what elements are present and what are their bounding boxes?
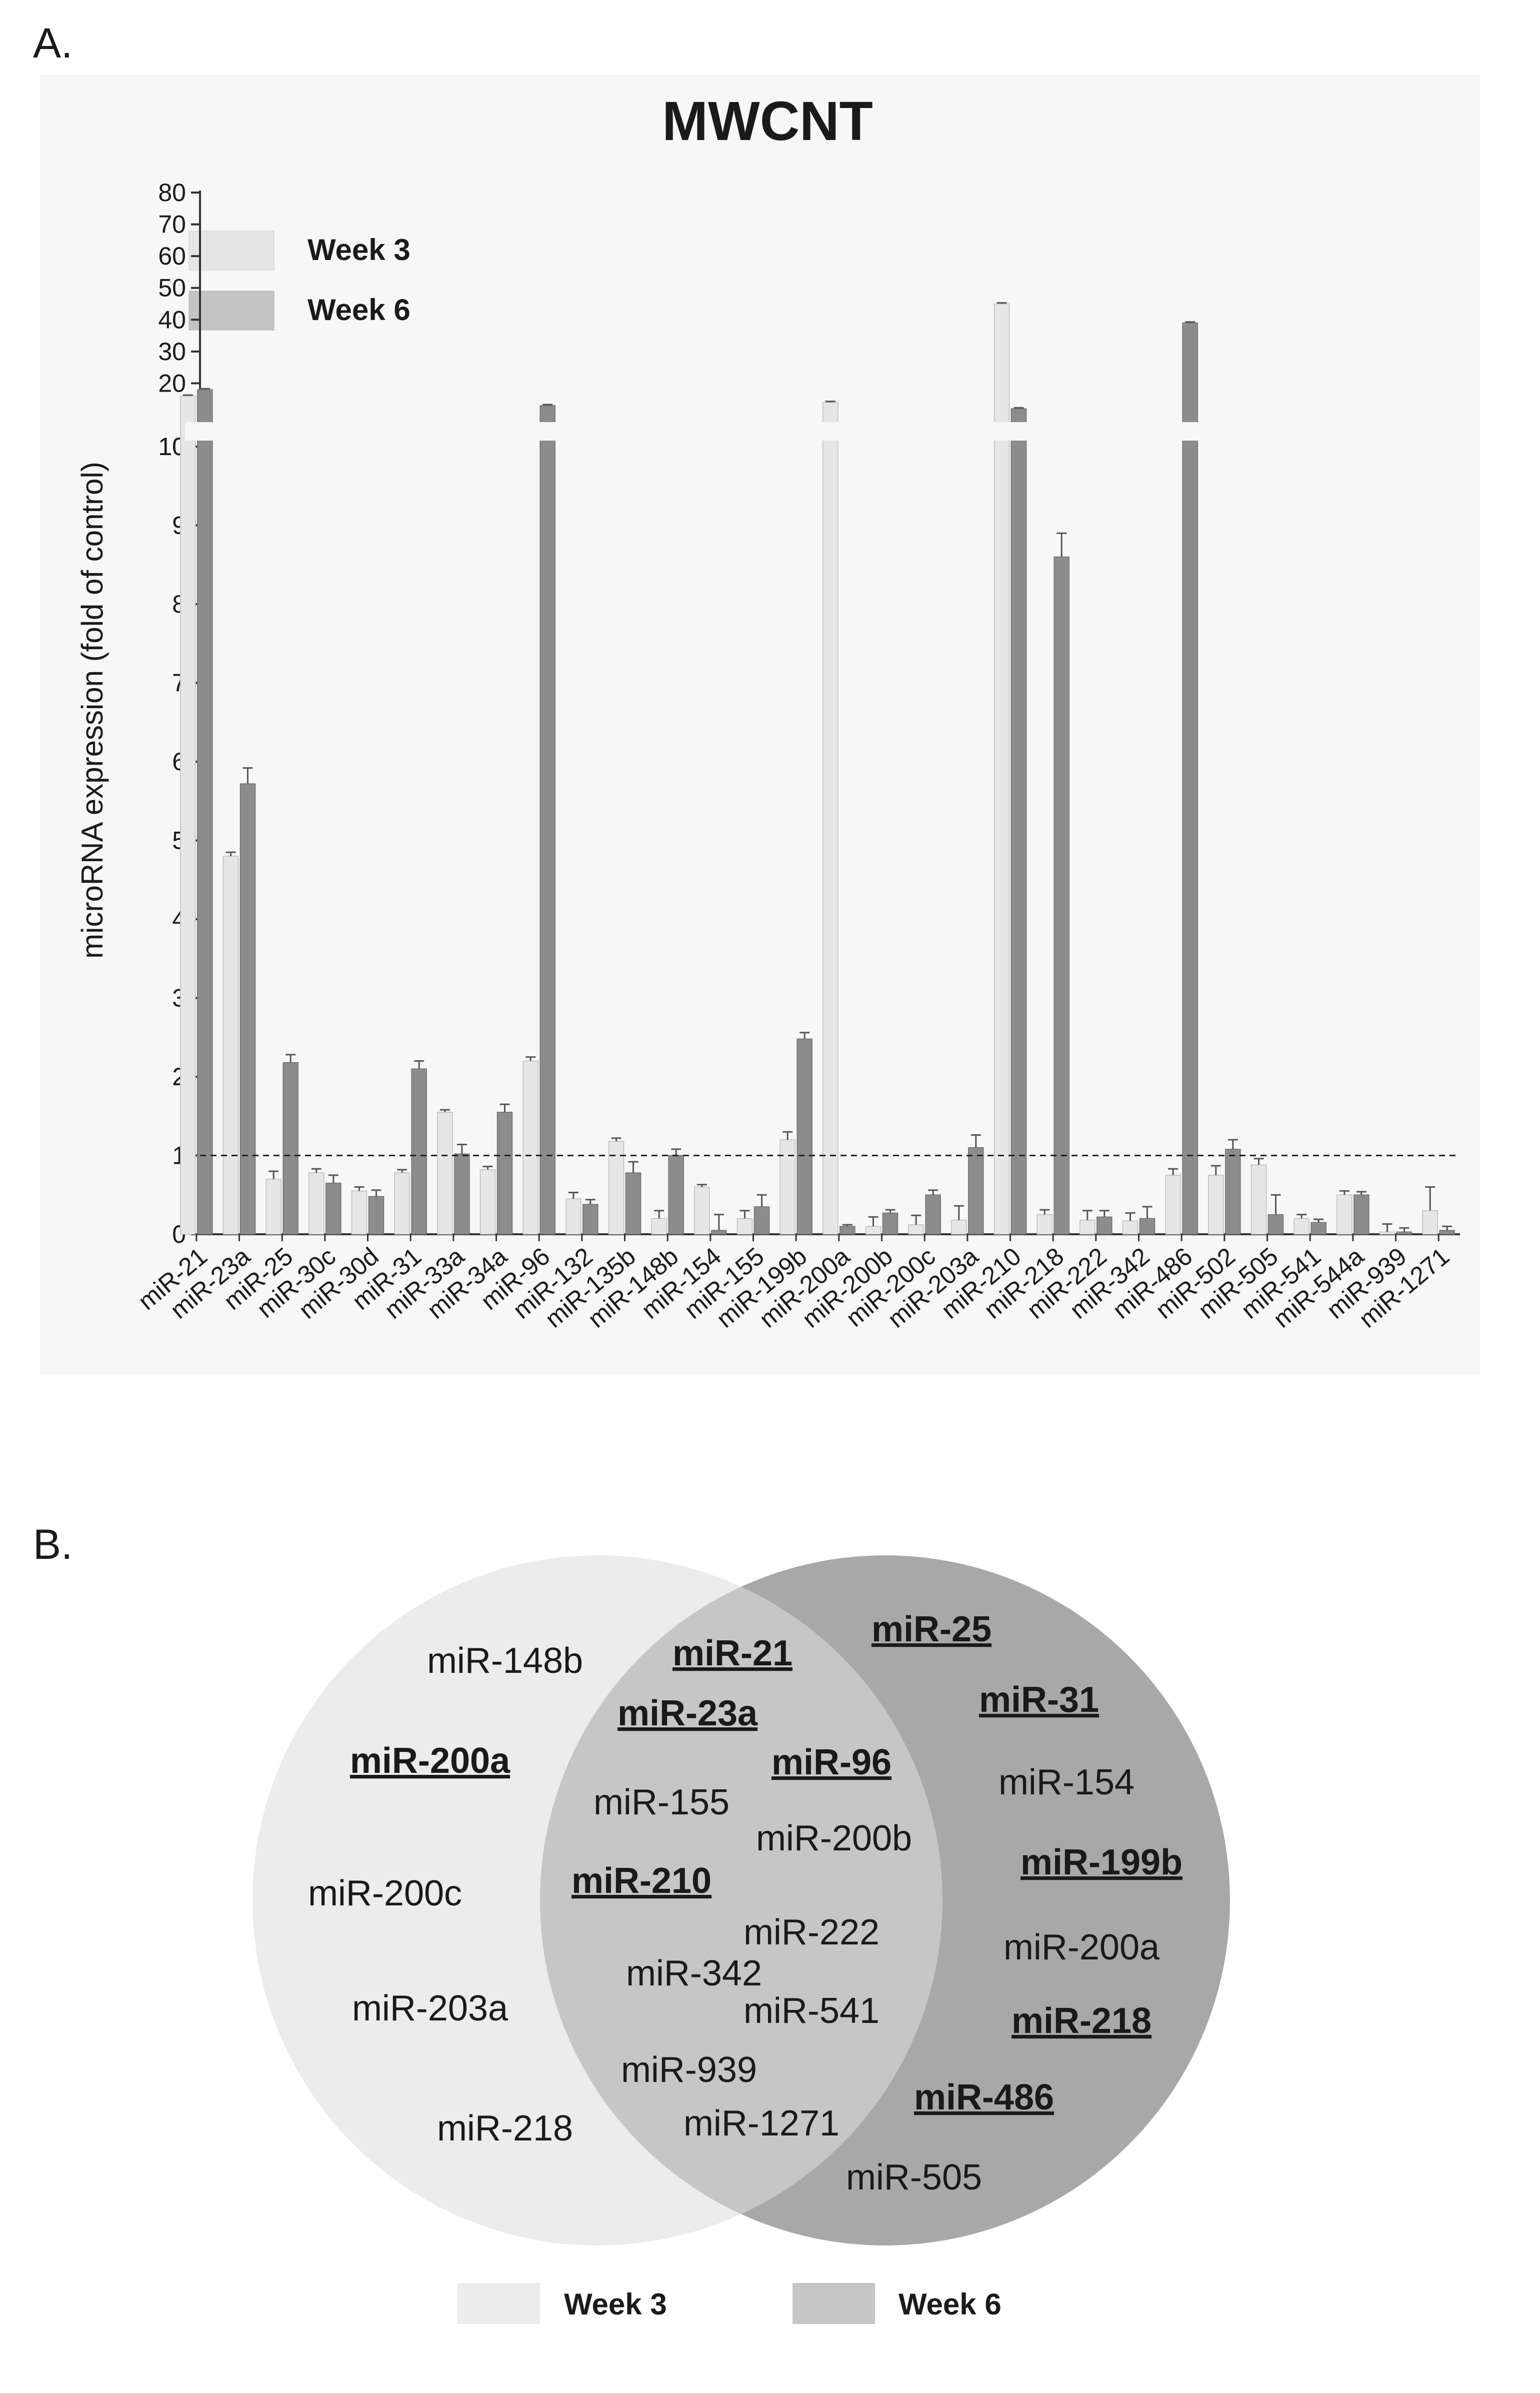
y-tick-label: 30 [158,338,186,366]
bar-week6 [625,1172,642,1235]
venn-label-overlap: miR-23a [618,1693,758,1733]
bar-week6 [582,1204,598,1235]
bar-week3 [1122,1220,1138,1235]
legend-label-week6: Week 6 [308,293,410,327]
y-tick-label: 50 [158,274,186,302]
venn-label-week6-only: miR-31 [979,1680,1099,1720]
venn-legend: Week 3 Week 6 [458,2283,1002,2324]
bar-week6 [882,1212,898,1235]
bar-chart: MWCNT microRNA expression (fold of contr… [76,91,1460,1333]
bar-week3 [308,1172,324,1235]
bar-week6 [454,1153,470,1235]
venn-overlap-region [540,1555,942,2245]
bar-week6 [282,1062,298,1235]
bar-week6 [326,1182,342,1235]
bar-week3 [180,396,196,1235]
bar-week6 [496,1112,513,1235]
venn-label-overlap: miR-939 [621,2050,757,2090]
venn-label-week6-only: miR-505 [846,2157,982,2197]
bar-week3 [351,1190,368,1235]
venn-label-week6-only: miR-25 [872,1609,992,1649]
venn-label-week3-only: miR-218 [437,2108,573,2148]
venn-label-overlap: miR-342 [626,1953,762,1993]
bar-week6 [411,1068,427,1235]
legend: Week 3 Week 6 [188,231,410,331]
bar-week3 [266,1179,282,1235]
bar-week6 [540,405,556,1235]
axis-break-gap [185,422,1460,441]
venn-label-overlap: miR-222 [744,1912,880,1952]
y-tick-label: 20 [158,369,186,397]
venn-label-week3-only: miR-200c [308,1873,462,1913]
bar-week3 [480,1169,496,1235]
venn-label-overlap: miR-200b [756,1818,912,1858]
bar-week3 [566,1198,582,1235]
bar-week3 [951,1219,967,1235]
bar-week6 [1354,1194,1370,1235]
y-tick-label: 60 [158,242,186,270]
venn-label-overlap: miR-21 [672,1633,792,1673]
bar-week6 [368,1196,384,1235]
bar-week3 [1165,1175,1181,1235]
venn-label-overlap: miR-210 [572,1861,712,1901]
venn-legend-swatch-week6 [792,2283,875,2324]
bar-week3 [1250,1164,1267,1235]
bar-week3 [1208,1175,1224,1235]
venn-label-overlap: miR-541 [744,1991,880,2031]
venn-label-week6-only: miR-218 [1012,2001,1152,2041]
venn-label-week6-only: miR-154 [998,1762,1134,1802]
venn-label-week6-only: miR-200a [1004,1927,1160,1967]
bar-week6 [1096,1216,1112,1235]
venn-legend-label-week6: Week 6 [898,2287,1002,2321]
bar-week6 [1139,1218,1156,1235]
bar-week3 [608,1141,624,1235]
bar-week6 [668,1155,684,1235]
venn-legend-label-week3: Week 3 [564,2287,667,2321]
bar-week6 [796,1038,812,1235]
venn-label-overlap: miR-1271 [684,2103,840,2143]
y-tick-label: 70 [158,211,186,239]
y-tick-label: 40 [158,306,186,334]
venn-legend-swatch-week3 [458,2283,540,2324]
venn-label-week6-only: miR-486 [914,2077,1054,2117]
venn-label-week6-only: miR-199b [1020,1842,1182,1882]
legend-swatch-week6 [188,291,274,331]
bar-week6 [197,389,213,1235]
bar-week6 [925,1194,941,1235]
y-tick-label: 80 [158,179,186,207]
bar-week3 [1336,1194,1352,1235]
venn-label-overlap: miR-155 [594,1782,730,1822]
bar-week6 [1054,556,1070,1235]
bar-week3 [651,1218,667,1235]
bar-week3 [1294,1218,1310,1235]
bar-week6 [240,783,256,1235]
venn-label-week3-only: miR-203a [352,1988,508,2028]
bar-week3 [1422,1210,1438,1235]
bar-week3 [822,402,838,1235]
bar-week3 [437,1112,453,1235]
legend-swatch-week3 [188,231,274,271]
venn-label-overlap: miR-96 [772,1742,892,1782]
panel-a-label: A. [33,20,73,67]
legend-label-week3: Week 3 [308,233,410,267]
bar-week3 [694,1186,710,1235]
chart-title: MWCNT [662,91,873,152]
bar-week6 [1182,322,1198,1235]
bar-week6 [1268,1214,1284,1235]
bar-week6 [1010,408,1027,1235]
panel-b-label: B. [33,1521,73,1568]
bar-week6 [754,1206,770,1235]
venn-label-week3-only: miR-200a [350,1741,510,1781]
venn-label-week3-only: miR-148b [427,1641,583,1681]
y-axis-label: microRNA expression (fold of control) [76,462,109,959]
